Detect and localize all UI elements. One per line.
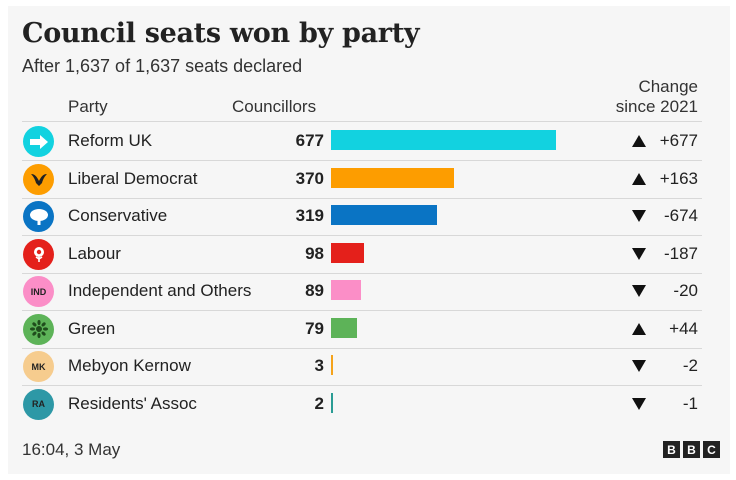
timestamp: 16:04, 3 May bbox=[22, 440, 121, 459]
chart-row: MK Mebyon Kernow 3 -2 bbox=[8, 348, 730, 386]
down-arrow-icon bbox=[632, 397, 646, 410]
bbc-logo: B B C bbox=[663, 441, 720, 458]
seat-count-label: 370 bbox=[295, 168, 324, 188]
change-label: +677 bbox=[659, 131, 698, 150]
party-label: Reform UK bbox=[68, 131, 153, 150]
seat-bar bbox=[331, 280, 361, 300]
ind-badge: IND bbox=[23, 276, 54, 307]
change-header-line2: since 2021 bbox=[615, 97, 698, 116]
rose-icon bbox=[23, 238, 54, 270]
header-divider bbox=[22, 121, 702, 122]
change-label: -1 bbox=[682, 393, 698, 413]
tree-icon bbox=[23, 201, 54, 232]
change-label: -20 bbox=[673, 281, 698, 300]
seat-bar bbox=[331, 355, 333, 375]
change-header-line1: Change bbox=[638, 77, 698, 96]
change-label: -187 bbox=[663, 243, 698, 263]
up-arrow-icon bbox=[632, 322, 646, 335]
seat-bar bbox=[331, 205, 438, 225]
ra-badge: RA bbox=[23, 388, 54, 420]
change-label: +163 bbox=[659, 168, 698, 188]
seat-bar bbox=[331, 392, 333, 413]
bbc-logo-letter: B bbox=[683, 441, 700, 458]
seat-count-label: 319 bbox=[295, 206, 324, 225]
bbc-logo-letter: B bbox=[663, 441, 680, 458]
sunflower-icon bbox=[23, 313, 54, 345]
councillors-column-header: Councillors bbox=[232, 97, 317, 116]
party-label: Independent and Others bbox=[68, 281, 252, 300]
seat-bar bbox=[331, 317, 358, 338]
party-label: Residents' Assoc bbox=[68, 393, 197, 413]
chart-row: RA Residents' Assoc 2 -1 bbox=[8, 386, 730, 423]
seat-count-label: 3 bbox=[314, 356, 324, 375]
party-label: Labour bbox=[68, 243, 121, 263]
change-column-header: Change since 2021 bbox=[616, 77, 698, 117]
chart-row: Green 79 +44 bbox=[8, 311, 730, 349]
seat-bar bbox=[331, 167, 454, 188]
mk-badge: MK bbox=[23, 351, 54, 382]
party-label: Liberal Democrat bbox=[68, 168, 198, 188]
party-label: Conservative bbox=[68, 206, 168, 225]
chart-row: Reform UK 677 +677 bbox=[8, 123, 730, 161]
change-label: -2 bbox=[682, 356, 698, 375]
seat-count-label: 98 bbox=[305, 243, 324, 263]
logo-text: MK bbox=[31, 361, 46, 372]
chart-row: Liberal Democrat 370 +163 bbox=[8, 161, 730, 199]
logo-text: IND bbox=[30, 286, 47, 297]
chart-title: Council seats won by party bbox=[22, 18, 420, 49]
bbc-logo-letter: C bbox=[703, 441, 720, 458]
down-arrow-icon bbox=[632, 285, 646, 297]
chart-row: Conservative 319 -674 bbox=[8, 198, 730, 236]
logo-text: RA bbox=[32, 399, 45, 409]
arrow-icon bbox=[23, 126, 54, 157]
row-divider bbox=[22, 160, 702, 161]
party-column-header: Party bbox=[68, 97, 108, 116]
down-arrow-icon bbox=[632, 210, 646, 222]
up-arrow-icon bbox=[632, 135, 646, 147]
chart-card: Council seats won by party After 1,637 o… bbox=[8, 6, 730, 474]
down-arrow-icon bbox=[632, 247, 646, 260]
up-arrow-icon bbox=[632, 172, 646, 185]
seat-count-label: 677 bbox=[295, 131, 324, 150]
row-divider bbox=[22, 272, 702, 274]
party-label: Mebyon Kernow bbox=[68, 356, 191, 375]
chart-row: IND Independent and Others 89 -20 bbox=[8, 273, 730, 311]
seat-count-label: 89 bbox=[305, 281, 324, 300]
row-divider bbox=[22, 197, 702, 199]
seat-count-label: 79 bbox=[305, 318, 324, 338]
party-label: Green bbox=[68, 318, 116, 338]
row-divider bbox=[22, 347, 702, 349]
bird-icon bbox=[23, 163, 54, 195]
chart-row: Labour 98 -187 bbox=[8, 236, 730, 274]
chart-subtitle: After 1,637 of 1,637 seats declared bbox=[22, 56, 303, 76]
seat-count-label: 2 bbox=[314, 393, 324, 413]
seat-bar bbox=[331, 130, 556, 150]
change-label: +44 bbox=[669, 318, 698, 338]
row-divider bbox=[22, 235, 702, 236]
change-label: -674 bbox=[663, 206, 698, 225]
down-arrow-icon bbox=[632, 360, 646, 372]
row-divider bbox=[22, 310, 702, 311]
seat-bar bbox=[331, 242, 364, 263]
row-divider bbox=[22, 385, 702, 386]
